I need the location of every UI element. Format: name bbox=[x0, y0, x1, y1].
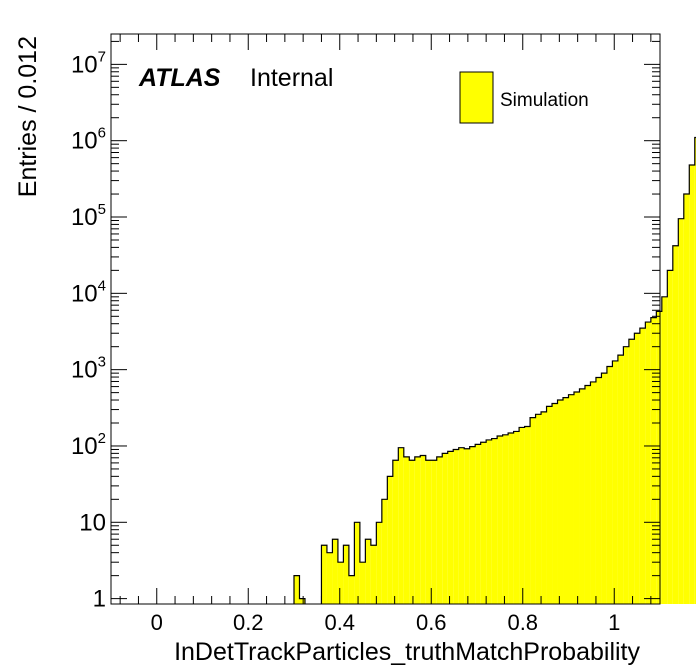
histogram-bin bbox=[359, 562, 366, 604]
histogram-bin bbox=[689, 165, 695, 604]
histogram-bin bbox=[464, 448, 470, 604]
histogram-bin bbox=[623, 346, 629, 604]
histogram-bin bbox=[392, 460, 399, 604]
histogram-bin bbox=[672, 245, 679, 604]
histogram-bin bbox=[513, 431, 520, 604]
histogram-bin bbox=[337, 562, 344, 604]
histogram-bars bbox=[293, 136, 696, 604]
x-axis-title: InDetTrackParticles_truthMatchProbabilit… bbox=[174, 638, 640, 666]
y-tick-label: 106 bbox=[71, 125, 106, 155]
histogram-bin bbox=[584, 385, 591, 604]
x-tick-label: 0.8 bbox=[507, 610, 538, 635]
y-tick-label: 10 bbox=[79, 509, 106, 536]
histogram-bin bbox=[321, 545, 327, 604]
histogram-bin bbox=[436, 456, 443, 604]
histogram-bin bbox=[524, 426, 531, 604]
histogram-bin bbox=[546, 406, 553, 604]
histogram-bin bbox=[486, 439, 492, 604]
x-tick-label: 0 bbox=[151, 610, 163, 635]
histogram-bin bbox=[568, 394, 574, 604]
x-tick-label: 0.4 bbox=[324, 610, 355, 635]
histogram-bin bbox=[497, 436, 503, 604]
atlas-label: ATLAS bbox=[138, 64, 221, 92]
x-tick-label: 0.6 bbox=[416, 610, 447, 635]
histogram-bin bbox=[590, 381, 596, 604]
histogram-bin bbox=[595, 377, 602, 604]
histogram-bin bbox=[326, 552, 333, 604]
histogram-bin bbox=[530, 417, 536, 604]
histogram-bin bbox=[683, 194, 690, 604]
legend-marker bbox=[459, 71, 494, 124]
histogram-bin bbox=[502, 434, 509, 604]
histogram-bin bbox=[475, 444, 481, 604]
histogram-bin bbox=[557, 400, 564, 604]
histogram-bin bbox=[447, 451, 454, 604]
histogram-bin bbox=[442, 453, 448, 604]
legend-label: Simulation bbox=[500, 90, 589, 111]
histogram-bin bbox=[387, 476, 393, 604]
histogram-bin bbox=[480, 442, 487, 604]
histogram-bin bbox=[370, 545, 377, 604]
histogram-bin bbox=[579, 388, 585, 604]
histogram-bin bbox=[294, 575, 300, 604]
histogram-bin bbox=[661, 296, 668, 604]
histogram-bin bbox=[348, 575, 355, 604]
histogram-bin bbox=[519, 427, 525, 604]
histogram-bin bbox=[343, 545, 349, 604]
histogram-bin bbox=[354, 522, 360, 604]
histogram-outline bbox=[293, 136, 696, 604]
x-tick-label: 1 bbox=[608, 610, 620, 635]
y-axis-title: Entries / 0.012 bbox=[14, 36, 42, 197]
histogram-bin bbox=[639, 328, 646, 604]
histogram-bin bbox=[332, 539, 338, 604]
y-tick-label: 1 bbox=[93, 586, 106, 613]
status-label: Internal bbox=[250, 64, 333, 92]
y-tick-label: 102 bbox=[71, 430, 106, 460]
histogram-bin bbox=[508, 432, 514, 604]
histogram-bin bbox=[573, 391, 580, 604]
histogram-bin bbox=[299, 598, 305, 604]
histogram-bin bbox=[563, 397, 569, 604]
histogram-bin bbox=[667, 270, 673, 604]
histogram-bin bbox=[458, 447, 465, 604]
histogram-bin bbox=[425, 460, 432, 604]
axes-ticks: 0 0.2 0.4 0.6 0.8 1 1 10 102 103 104 105 106 107 bbox=[71, 34, 660, 635]
histogram-bin bbox=[453, 449, 459, 604]
plot-frame bbox=[110, 33, 661, 605]
y-tick-label: 107 bbox=[71, 48, 106, 78]
histogram-bin bbox=[634, 333, 640, 604]
histogram-bin bbox=[491, 438, 498, 604]
histogram-bin bbox=[535, 414, 542, 604]
histogram-bin bbox=[678, 218, 684, 604]
histogram-bin bbox=[650, 317, 657, 604]
histogram-bin bbox=[552, 403, 558, 604]
histogram-bin bbox=[617, 355, 624, 604]
histogram-bin bbox=[431, 460, 437, 604]
histogram-bin bbox=[628, 339, 635, 604]
histogram-bin bbox=[612, 360, 618, 604]
histogram-bin bbox=[398, 447, 404, 604]
histogram-bin bbox=[376, 522, 382, 604]
y-tick-label: 103 bbox=[71, 354, 106, 384]
histogram-bin bbox=[694, 137, 696, 604]
histogram-bin bbox=[606, 366, 613, 604]
histogram-bin bbox=[365, 539, 371, 604]
histogram-bin bbox=[414, 456, 421, 604]
histogram-bin bbox=[645, 322, 651, 604]
histogram-bin bbox=[541, 411, 547, 604]
histogram-bin bbox=[403, 456, 410, 604]
x-tick-label: 0.2 bbox=[233, 610, 264, 635]
histogram-bin bbox=[420, 455, 426, 604]
y-tick-label: 104 bbox=[71, 277, 106, 307]
histogram-bin bbox=[601, 373, 607, 604]
histogram-bin bbox=[469, 446, 476, 604]
histogram-bin bbox=[381, 499, 388, 604]
y-tick-label: 105 bbox=[71, 201, 106, 231]
histogram-bin bbox=[409, 460, 415, 604]
